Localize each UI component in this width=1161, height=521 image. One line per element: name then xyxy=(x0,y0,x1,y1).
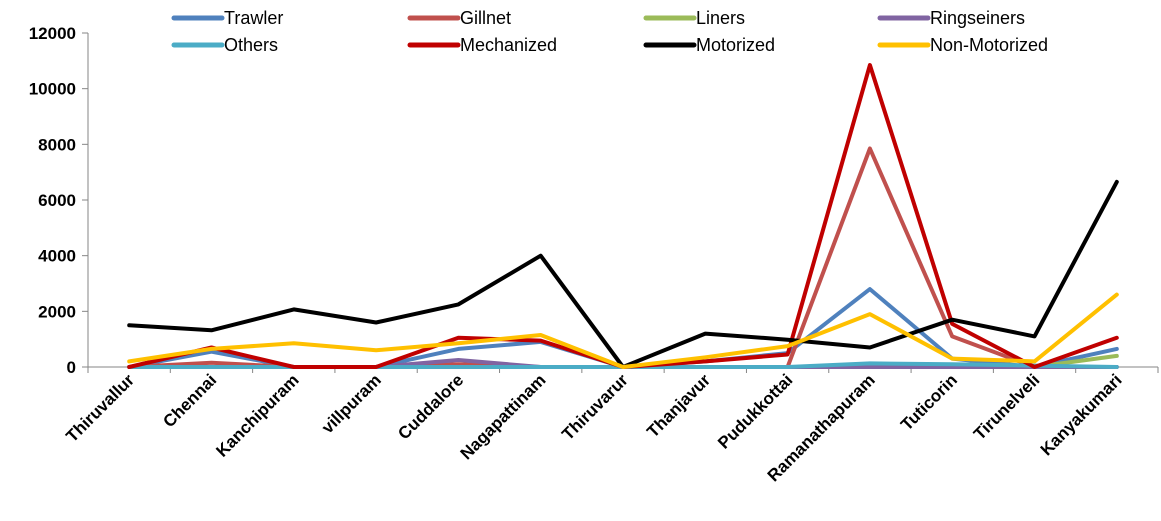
x-tick-label-nagapattinam: Nagapattinam xyxy=(457,370,550,463)
legend-label-others: Others xyxy=(224,35,278,55)
x-tick-label-thiruvallur: Thiruvallur xyxy=(62,370,138,446)
series-line-trawler xyxy=(127,287,1119,369)
series-line-non-motorized xyxy=(127,292,1119,369)
x-tick-label-villpuram: villpuram xyxy=(318,370,385,437)
y-tick-label: 10000 xyxy=(29,80,76,99)
legend-label-liners: Liners xyxy=(696,8,745,28)
x-tick-label-thanjavur: Thanjavur xyxy=(643,370,714,441)
legend-label-non-motorized: Non-Motorized xyxy=(930,35,1048,55)
legend-label-motorized: Motorized xyxy=(696,35,775,55)
y-tick-label: 8000 xyxy=(38,135,76,154)
x-tick-label-pudukkottai: Pudukkottai xyxy=(714,370,796,452)
x-tick-label-chennai: Chennai xyxy=(159,370,220,431)
chart-legend: Trawler Gillnet Liners Ringseiners Others Mec… xyxy=(171,8,1048,55)
y-tick-label: 6000 xyxy=(38,191,76,210)
y-tick-label: 4000 xyxy=(38,247,76,266)
x-tick-label-thiruvarur: Thiruvarur xyxy=(558,370,632,444)
legend-label-gillnet: Gillnet xyxy=(460,8,511,28)
y-axis-tick-labels: 0 2000 4000 6000 8000 10000 12000 xyxy=(29,24,76,377)
y-tick-label: 12000 xyxy=(29,24,76,43)
legend-label-mechanized: Mechanized xyxy=(460,35,557,55)
x-tick-label-tuticorin: Tuticorin xyxy=(897,370,961,434)
chart-series xyxy=(127,63,1119,369)
x-tick-label-kanchipuram: Kanchipuram xyxy=(212,370,302,460)
y-tick-label: 0 xyxy=(67,358,76,377)
x-tick-label-tirunelveli: Tirunelveli xyxy=(970,370,1043,443)
x-tick-label-cuddalore: Cuddalore xyxy=(394,370,467,443)
x-tick-label-kanyakumari: Kanyakumari xyxy=(1037,370,1126,459)
series-line-motorized xyxy=(127,179,1119,369)
y-tick-label: 2000 xyxy=(38,302,76,321)
legend-label-ringseiners: Ringseiners xyxy=(930,8,1025,28)
legend-label-trawler: Trawler xyxy=(224,8,283,28)
